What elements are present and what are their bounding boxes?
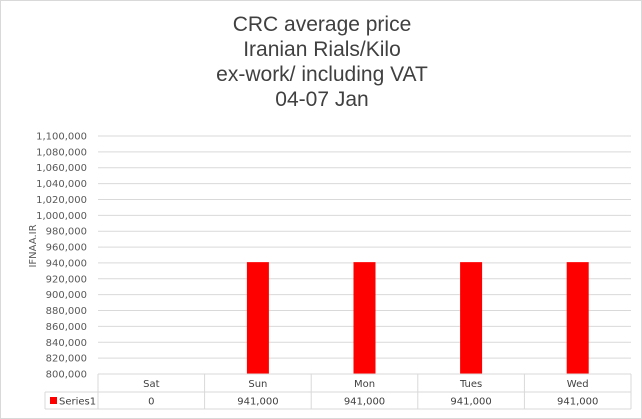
y-tick-label: 820,000 [46,354,87,365]
bar [460,262,483,374]
y-tick-label: 860,000 [46,322,87,333]
chart-title-line-1: CRC average price [232,13,412,36]
y-tick-label: 1,060,000 [36,163,87,174]
x-category-label: Sat [143,379,159,390]
table-value: 941,000 [450,397,491,408]
y-tick-label: 1,020,000 [36,195,87,206]
y-tick-label: 900,000 [46,290,87,301]
y-tick-label: 840,000 [46,338,87,349]
bar [566,262,589,374]
bar [246,262,269,374]
chart-title-line-3: ex-work/ including VAT [216,63,428,86]
bar [353,262,376,374]
chart-title-line-4: 04-07 Jan [275,88,369,111]
x-category-label: Tues [459,379,482,390]
table-value: 941,000 [557,397,598,408]
y-tick-label: 980,000 [46,227,87,238]
y-tick-label: 1,040,000 [36,179,87,190]
chart-title-line-2: Iranian Rials/Kilo [243,38,401,61]
y-tick-label: 920,000 [46,274,87,285]
x-category-label: Wed [567,379,589,390]
legend-key [50,397,57,404]
table-value: 0 [148,397,154,408]
x-category-label: Mon [354,379,375,390]
y-tick-label: 880,000 [46,306,87,317]
y-tick-label: 1,000,000 [36,211,87,222]
y-tick-label: 1,080,000 [36,147,87,158]
legend-series-name: Series1 [59,397,96,408]
y-tick-label: 940,000 [46,258,87,269]
table-value: 941,000 [344,397,385,408]
y-tick-label: 960,000 [46,243,87,254]
x-category-label: Sun [248,379,267,390]
y-axis-label: IFNAA.IR [28,224,39,267]
y-tick-label: 1,100,000 [36,132,87,143]
y-tick-label: 800,000 [46,370,87,381]
table-value: 941,000 [237,397,278,408]
